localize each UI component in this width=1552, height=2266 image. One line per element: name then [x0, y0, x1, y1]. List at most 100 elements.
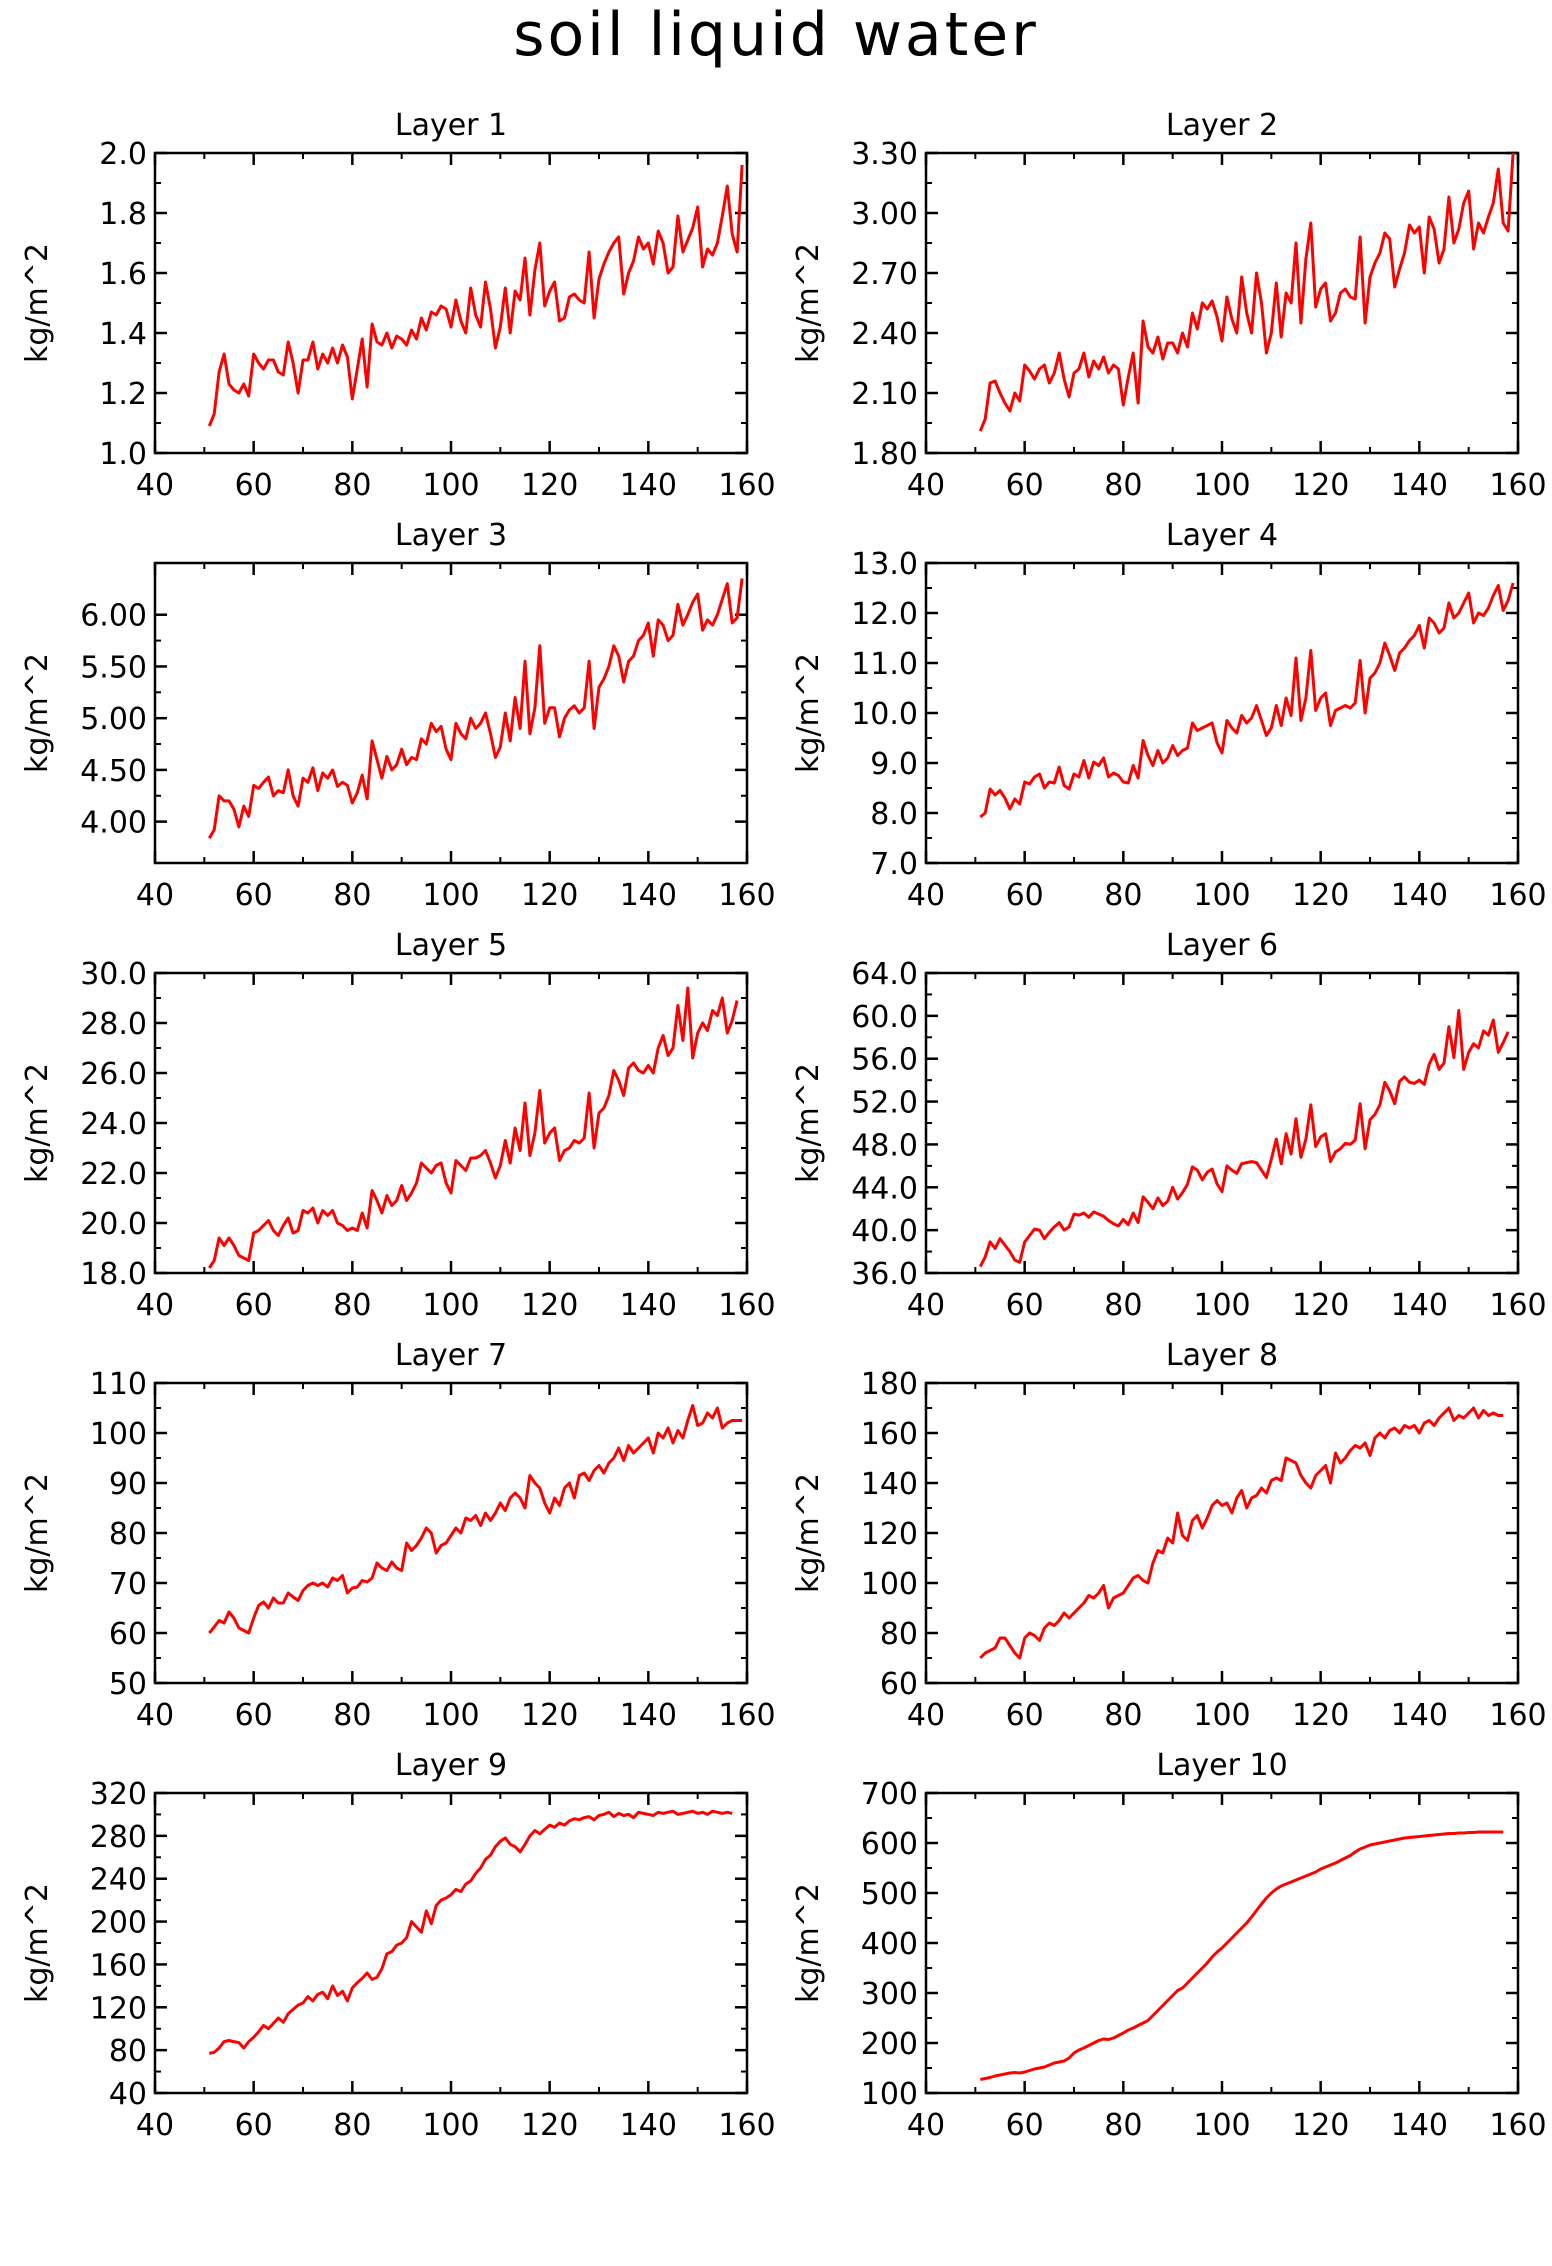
x-tick-label: 140: [620, 468, 677, 503]
y-tick-label: 18.0: [80, 1257, 147, 1292]
x-tick-label: 140: [620, 878, 677, 913]
plot-frame: [153, 151, 749, 455]
y-tick-label: 400: [861, 1927, 918, 1962]
x-tick-label: 120: [1292, 1288, 1349, 1323]
x-tick-label: 60: [235, 468, 273, 503]
y-tick-label: 600: [861, 1827, 918, 1862]
panel-title: Layer 6: [1166, 928, 1278, 963]
y-axis-label: kg/m^2: [20, 653, 55, 773]
series-line: [208, 578, 744, 839]
y-tick-label: 120: [861, 1517, 918, 1552]
x-tick-label: 80: [333, 878, 371, 913]
x-tick-label: 140: [1391, 468, 1448, 503]
chart-panel-layer-5: Layer 5 40 60 80 100 120 140 160 18.0 20.0 22.0 24.…: [20, 928, 776, 1323]
x-tick-label: 100: [422, 1698, 479, 1733]
y-tick-label: 11.0: [851, 647, 918, 682]
x-tick-label: 60: [1006, 468, 1044, 503]
y-tick-label: 12.0: [851, 597, 918, 632]
figure-title: soil liquid water: [513, 0, 1039, 70]
panel-title: Layer 10: [1156, 1748, 1287, 1783]
y-tick-label: 1.2: [99, 377, 147, 412]
y-tick-label: 60: [880, 1667, 918, 1702]
y-tick-label: 500: [861, 1877, 918, 1912]
x-tick-label: 80: [333, 2108, 371, 2143]
series-line: [207, 164, 744, 427]
x-tick-label: 60: [235, 1698, 273, 1733]
y-tick-label: 60.0: [851, 1000, 918, 1035]
y-tick-label: 1.8: [99, 197, 147, 232]
y-tick-label: 100: [90, 1417, 147, 1452]
y-tick-label: 4.50: [80, 754, 147, 789]
y-tick-label: 1.4: [99, 317, 147, 352]
x-tick-label: 40: [907, 1288, 945, 1323]
x-tick-label: 140: [620, 2108, 677, 2143]
panel-title: Layer 5: [395, 928, 507, 963]
panel-title: Layer 8: [1166, 1338, 1278, 1373]
x-tick-label: 160: [1489, 468, 1546, 503]
x-tick-label: 60: [235, 2108, 273, 2143]
y-tick-label: 40.0: [851, 1214, 918, 1249]
x-tick-label: 80: [333, 1698, 371, 1733]
x-tick-label: 160: [718, 2108, 775, 2143]
x-tick-label: 140: [620, 1698, 677, 1733]
y-axis-label: kg/m^2: [791, 1473, 826, 1593]
chart-panel-layer-8: Layer 840 60 80 100 120 140 160608010012014016…: [791, 1338, 1547, 1733]
x-tick-label: 40: [907, 1698, 945, 1733]
x-tick-label: 40: [136, 878, 174, 913]
x-tick-label: 80: [1104, 2108, 1142, 2143]
x-tick-label: 40: [136, 1698, 174, 1733]
series-line: [208, 1809, 733, 2055]
y-tick-label: 2.10: [851, 377, 918, 412]
y-tick-label: 26.0: [80, 1057, 147, 1092]
y-tick-label: 160: [861, 1417, 918, 1452]
y-tick-label: 80: [109, 1517, 147, 1552]
y-tick-label: 22.0: [80, 1157, 147, 1192]
y-tick-label: 280: [90, 1820, 147, 1855]
series-line: [980, 1830, 1504, 2081]
x-tick-label: 100: [422, 878, 479, 913]
x-tick-label: 60: [235, 1288, 273, 1323]
plot-frame: [924, 1381, 1520, 1685]
x-tick-label: 40: [907, 878, 945, 913]
y-tick-label: 160: [90, 1948, 147, 1983]
y-tick-label: 80: [880, 1617, 918, 1652]
chart-panel-layer-1: Layer 1 40 60 80 100 120 140 160 1.0 1.2 1.4 1.6 1.8…: [20, 108, 776, 503]
plot-frame: [924, 151, 1520, 455]
y-axis-label: kg/m^2: [20, 243, 55, 363]
y-tick-label: 120: [90, 1991, 147, 2026]
y-tick-label: 200: [90, 1906, 147, 1941]
x-tick-label: 100: [1193, 1698, 1250, 1733]
y-tick-label: 20.0: [80, 1207, 147, 1242]
x-tick-label: 160: [1489, 2108, 1546, 2143]
plot-frame: [924, 561, 1520, 865]
y-tick-label: 8.0: [870, 797, 918, 832]
y-tick-label: 28.0: [80, 1007, 147, 1042]
y-tick-label: 300: [861, 1977, 918, 2012]
x-tick-label: 60: [1006, 2108, 1044, 2143]
y-tick-label: 2.0: [99, 137, 147, 172]
panel-title: Layer 1: [395, 108, 507, 143]
chart-panel-layer-3: Layer 3 40 60 80 100 120 140 160 4.00 4.50 5.00 5.5…: [20, 518, 776, 913]
x-tick-label: 120: [1292, 468, 1349, 503]
y-tick-label: 50: [109, 1667, 147, 1702]
y-axis-label: kg/m^2: [791, 1063, 826, 1183]
plot-frame: [153, 971, 749, 1275]
x-tick-label: 140: [1391, 1288, 1448, 1323]
x-tick-label: 120: [521, 1698, 578, 1733]
series-line: [979, 582, 1515, 819]
y-axis-label: kg/m^2: [20, 1473, 55, 1593]
x-tick-label: 120: [1292, 2108, 1349, 2143]
chart-panel-layer-10: Layer 10 40 60 80 100 120 140 160 100 200 300 400 50…: [791, 1748, 1547, 2143]
x-tick-label: 100: [422, 468, 479, 503]
y-axis-label: kg/m^2: [20, 1063, 55, 1183]
y-tick-label: 30.0: [80, 957, 147, 992]
x-tick-label: 40: [136, 468, 174, 503]
x-tick-label: 120: [1292, 878, 1349, 913]
chart-panel-layer-2: Layer 2 40 60 80 100 120 140 160 1.80 2.10 2.40 2.7…: [791, 108, 1547, 503]
plot-frame: [924, 1791, 1520, 2095]
x-tick-label: 80: [333, 1288, 371, 1323]
chart-panel-layer-4: Layer 4 40 60 80 100 120 140 160 7.0 8.0 9.0 10.0 11…: [791, 518, 1547, 913]
y-tick-label: 64.0: [851, 957, 918, 992]
x-tick-label: 80: [1104, 878, 1142, 913]
plot-frame: [924, 971, 1520, 1275]
